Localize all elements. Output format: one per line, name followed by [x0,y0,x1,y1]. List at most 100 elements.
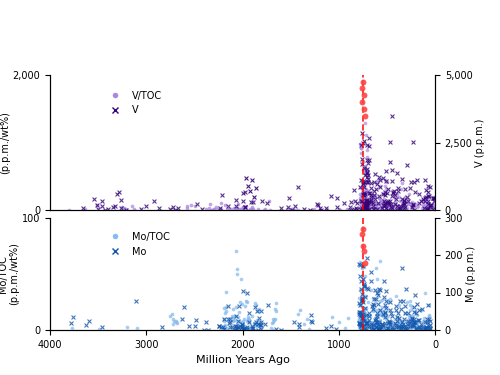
Point [418,323,426,329]
Point [358,274,366,280]
Point [360,183,368,189]
Point [382,297,390,303]
Point [358,314,366,320]
Point [244,316,252,322]
Point [384,200,392,206]
Point [384,320,392,326]
Point [358,182,366,188]
Point [362,320,370,326]
Point [356,320,364,326]
Point [204,327,212,333]
Point [359,140,367,146]
Point [373,276,382,282]
Point [390,202,398,208]
Point [378,199,386,205]
Point [356,302,364,308]
Point [257,320,265,326]
Point [242,324,250,330]
Point [239,326,247,332]
Point [360,279,368,285]
Point [370,199,378,205]
Point [232,204,240,210]
Point [380,325,388,331]
Point [360,307,368,313]
Point [356,309,364,315]
Point [358,198,366,204]
Point [218,206,226,212]
Point [227,206,235,212]
Point [420,198,428,204]
Point [378,322,386,328]
Point [254,327,262,333]
Point [394,202,402,208]
Point [362,204,370,210]
Point [82,206,90,212]
Point [386,159,394,165]
Point [399,202,407,208]
Point [366,190,374,196]
Point [282,206,290,212]
Point [372,192,380,198]
Point [414,326,422,332]
Point [362,319,370,325]
Point [380,327,388,333]
Point [418,326,426,332]
Point [359,323,367,329]
Point [420,326,428,332]
Point [254,320,262,326]
Point [218,192,226,198]
Point [265,198,273,204]
Point [384,200,392,206]
Point [357,320,365,326]
Point [252,318,260,324]
Point [380,192,388,198]
Point [386,299,394,305]
Point [300,206,308,212]
Point [236,206,244,212]
Point [248,177,256,183]
Point [130,206,138,212]
Point [360,201,368,207]
Point [224,303,232,309]
Point [424,193,432,199]
Point [366,326,374,332]
Point [408,202,416,208]
Point [232,271,240,277]
Point [362,147,370,153]
Point [322,325,330,331]
Point [142,203,150,209]
Point [392,324,400,330]
Point [420,323,428,329]
Point [344,315,352,321]
Point [374,325,382,331]
Point [384,201,392,207]
Point [378,324,386,330]
Point [424,205,432,211]
Point [416,316,424,322]
Point [426,313,434,319]
Point [233,204,241,210]
Point [398,318,406,324]
Point [323,206,331,212]
Point [424,320,432,326]
Point [363,327,371,333]
Point [236,323,244,329]
Point [369,327,377,333]
Point [390,321,398,327]
Point [228,317,236,323]
Point [397,325,405,331]
Point [238,324,246,330]
Point [360,190,368,196]
Point [424,324,432,330]
Point [400,198,408,204]
Point [296,307,304,313]
Point [312,201,320,207]
Point [357,312,365,318]
Point [372,201,380,207]
Point [226,324,234,330]
Point [355,321,363,327]
Point [332,326,340,332]
Point [382,179,390,185]
Point [366,278,374,284]
Point [240,325,248,331]
